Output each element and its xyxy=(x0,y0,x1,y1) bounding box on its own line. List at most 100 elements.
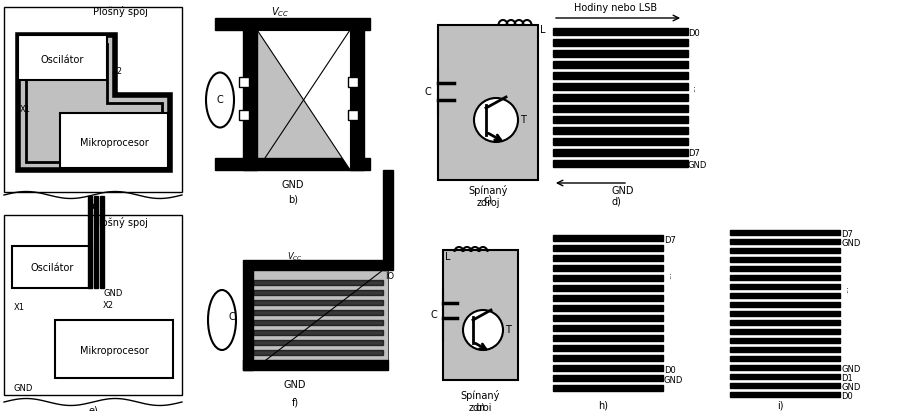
Text: GND: GND xyxy=(841,383,860,392)
Bar xyxy=(4,215,182,395)
Text: Oscilátor: Oscilátor xyxy=(40,55,83,65)
Bar xyxy=(243,260,388,270)
Bar xyxy=(553,345,663,351)
Bar xyxy=(553,83,688,90)
Polygon shape xyxy=(26,44,162,162)
Bar xyxy=(239,77,249,87)
Bar xyxy=(215,18,370,30)
Bar xyxy=(553,235,663,241)
Bar xyxy=(553,39,688,46)
Bar xyxy=(730,248,840,253)
Bar xyxy=(553,355,663,361)
Bar xyxy=(553,295,663,301)
Text: GND: GND xyxy=(282,180,305,190)
Bar xyxy=(350,30,364,170)
Text: GND: GND xyxy=(14,383,33,393)
Bar xyxy=(730,275,840,280)
Text: ...: ... xyxy=(841,285,850,293)
Text: IO: IO xyxy=(385,272,394,281)
Text: Mikroprocesor: Mikroprocesor xyxy=(80,346,148,356)
Text: C: C xyxy=(228,312,235,322)
Text: $V_{CC}$: $V_{CC}$ xyxy=(271,5,289,19)
Text: GND: GND xyxy=(103,289,123,298)
Bar xyxy=(443,250,518,380)
Bar xyxy=(553,50,688,57)
Text: C: C xyxy=(425,87,431,97)
Bar xyxy=(730,383,840,388)
Bar xyxy=(553,265,663,271)
Text: Plošný spoj: Plošný spoj xyxy=(92,7,147,18)
Bar xyxy=(730,257,840,262)
Bar xyxy=(253,280,383,285)
Text: Mikroprocesor: Mikroprocesor xyxy=(80,138,148,148)
Text: Hodiny nebo LSB: Hodiny nebo LSB xyxy=(575,3,658,13)
Bar xyxy=(553,255,663,261)
Bar xyxy=(553,375,663,381)
Bar xyxy=(730,392,840,397)
Text: D1: D1 xyxy=(841,374,853,383)
Bar xyxy=(553,127,688,134)
Bar xyxy=(553,160,688,167)
Text: IO: IO xyxy=(352,35,361,44)
Text: GND: GND xyxy=(664,376,684,385)
Text: L: L xyxy=(445,252,450,262)
Bar xyxy=(553,365,663,371)
Bar xyxy=(553,94,688,101)
Bar xyxy=(553,385,663,391)
Text: D0: D0 xyxy=(841,392,853,400)
Text: i): i) xyxy=(777,400,783,410)
Text: b): b) xyxy=(288,195,298,205)
Text: GND: GND xyxy=(688,161,707,169)
Text: X1: X1 xyxy=(20,106,31,115)
Bar xyxy=(730,302,840,307)
Text: g): g) xyxy=(475,403,485,411)
Bar xyxy=(348,77,358,87)
Text: GND: GND xyxy=(612,186,634,196)
Bar xyxy=(253,350,383,355)
Bar xyxy=(253,310,383,315)
Circle shape xyxy=(474,98,518,142)
Bar xyxy=(253,320,383,325)
Bar xyxy=(730,365,840,370)
Text: f): f) xyxy=(292,397,298,407)
Bar xyxy=(253,300,383,305)
Text: D7: D7 xyxy=(841,229,853,238)
Text: Spínaný
zdroj: Spínaný zdroj xyxy=(460,390,500,411)
Text: ...: ... xyxy=(664,271,673,279)
Bar xyxy=(243,30,257,170)
Bar xyxy=(12,246,92,288)
Ellipse shape xyxy=(208,290,236,350)
Polygon shape xyxy=(18,35,170,170)
Text: T: T xyxy=(505,325,511,335)
Bar xyxy=(243,360,388,370)
Text: T: T xyxy=(520,115,526,125)
Bar xyxy=(553,305,663,311)
Polygon shape xyxy=(253,270,388,370)
Bar xyxy=(553,325,663,331)
Text: X2: X2 xyxy=(103,300,114,309)
Text: $V_{CC}$: $V_{CC}$ xyxy=(287,251,303,263)
Bar xyxy=(553,275,663,281)
Bar xyxy=(730,293,840,298)
Text: ...: ... xyxy=(688,84,697,92)
Text: Oscilátor: Oscilátor xyxy=(30,263,74,273)
Text: X1: X1 xyxy=(14,303,25,312)
Text: X2: X2 xyxy=(112,67,123,76)
Bar xyxy=(253,340,383,345)
Bar xyxy=(18,35,107,80)
Bar xyxy=(730,284,840,289)
Bar xyxy=(239,110,249,120)
Bar xyxy=(730,338,840,343)
Bar xyxy=(553,245,663,251)
Bar xyxy=(60,113,168,168)
Bar xyxy=(730,239,840,244)
Text: GND: GND xyxy=(841,365,860,374)
Text: d): d) xyxy=(611,197,621,207)
Text: C: C xyxy=(430,310,437,320)
Bar xyxy=(553,72,688,79)
Text: Spínaný
zdroj: Spínaný zdroj xyxy=(468,185,508,208)
Bar xyxy=(553,105,688,112)
Bar xyxy=(730,356,840,361)
Bar xyxy=(730,329,840,334)
Text: GND: GND xyxy=(841,238,860,247)
